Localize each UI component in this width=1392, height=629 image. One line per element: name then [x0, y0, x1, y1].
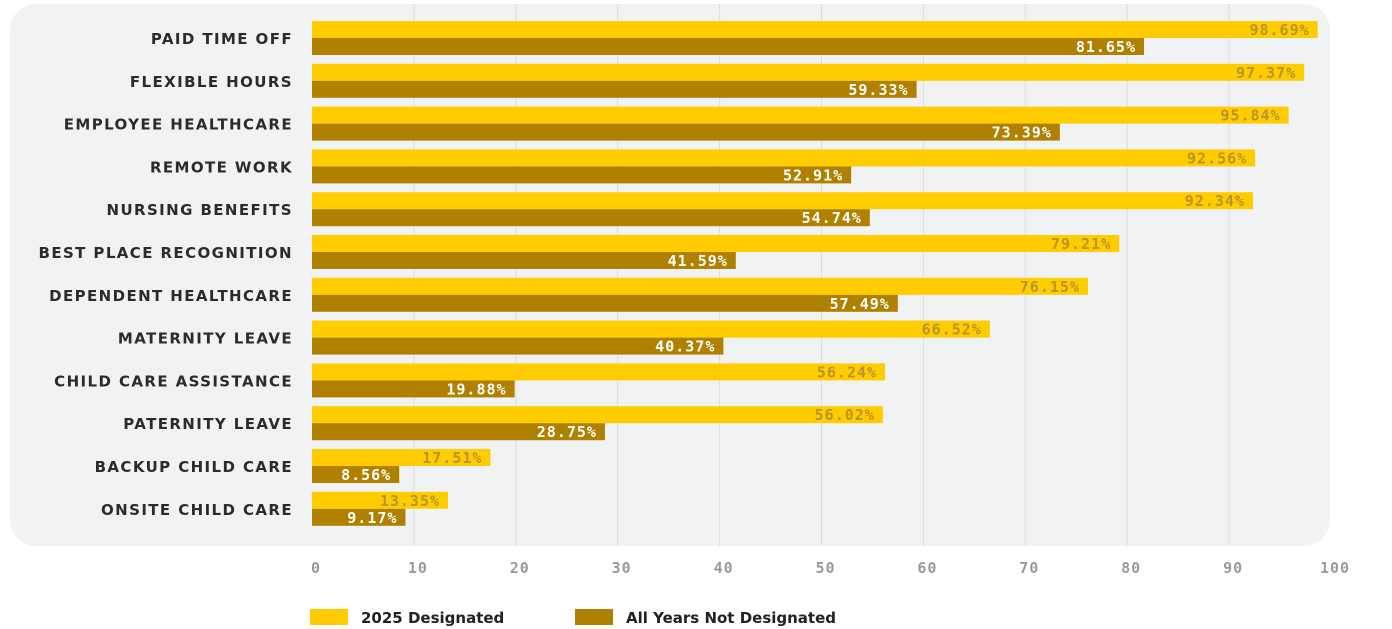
bar-2025-designated [312, 235, 1120, 252]
bar-all-years-not-designated [312, 166, 852, 184]
x-tick-label: 0 [311, 559, 321, 577]
category-labels: PAID TIME OFF FLEXIBLE HOURS EMPLOYEE HEAL… [39, 30, 294, 519]
x-tick-label: 60 [917, 559, 937, 577]
bar-all-years-not-designated [312, 380, 515, 398]
bar-all-years-not-designated [312, 294, 898, 312]
category-label: CHILD CARE ASSISTANCE [54, 372, 293, 390]
category-label: FLEXIBLE HOURS [130, 73, 293, 91]
bar-2025-designated [312, 277, 1088, 295]
data-label: 56.02% [815, 406, 875, 424]
category-label: ONSITE CHILD CARE [101, 501, 293, 519]
data-label: 76.15% [1020, 278, 1080, 296]
bar-2025-designated [312, 320, 990, 338]
bar-2025-designated [312, 406, 883, 424]
data-label: 79.21% [1051, 235, 1111, 253]
legend-swatch-all-years-not-designated [575, 609, 613, 625]
x-tick-label: 40 [714, 559, 734, 577]
gridlines [413, 4, 1230, 546]
category-label: BEST PLACE RECOGNITION [39, 244, 294, 262]
data-label: 97.37% [1236, 64, 1296, 82]
category-label: EMPLOYEE HEALTHCARE [64, 116, 293, 134]
bar-all-years-not-designated [312, 337, 724, 355]
bar-2025-designated [312, 149, 1256, 167]
bar-2025-designated [312, 449, 491, 466]
value-labels: 98.69% 81.65% 97.37% 59.33% 95.84% 73.39% 92.5… [341, 21, 1309, 527]
data-label: 73.39% [992, 124, 1052, 142]
data-label: 17.51% [422, 449, 482, 467]
data-label: 19.88% [446, 380, 506, 398]
bar-all-years-not-designated [312, 80, 917, 98]
bar-all-years-not-designated [312, 209, 870, 227]
bar-all-years-not-designated [312, 423, 605, 441]
data-label: 52.91% [783, 166, 843, 184]
x-tick-label: 20 [510, 559, 530, 577]
category-label: DEPENDENT HEALTHCARE [49, 287, 293, 305]
x-tick-label: 70 [1019, 559, 1039, 577]
x-tick-label: 30 [612, 559, 632, 577]
x-tick-label: 100 [1320, 559, 1350, 577]
data-label: 41.59% [668, 252, 728, 270]
bar-2025-designated [312, 63, 1305, 81]
data-label: 92.34% [1185, 192, 1245, 210]
data-label: 59.33% [848, 81, 908, 99]
legend: 2025 Designated All Years Not Designated [310, 609, 836, 627]
category-label: BACKUP CHILD CARE [95, 458, 293, 476]
data-label: 92.56% [1187, 149, 1247, 167]
x-tick-label: 80 [1121, 559, 1141, 577]
data-label: 13.35% [380, 492, 440, 510]
bar-2025-designated [312, 491, 449, 509]
data-label: 66.52% [922, 321, 982, 339]
x-axis-ticks: 0 10 20 30 40 50 60 70 80 90 100 [311, 559, 1350, 577]
category-label: REMOTE WORK [150, 158, 293, 176]
category-label: PAID TIME OFF [151, 30, 293, 48]
category-label: MATERNITY LEAVE [118, 330, 293, 348]
x-tick-label: 10 [408, 559, 428, 577]
bar-2025-designated [312, 106, 1289, 124]
data-label: 56.24% [817, 363, 877, 381]
data-label: 8.56% [341, 466, 391, 484]
x-tick-label: 90 [1223, 559, 1243, 577]
bars [312, 21, 1318, 526]
bar-2025-designated [312, 21, 1318, 38]
data-label: 81.65% [1076, 38, 1136, 56]
data-label: 54.74% [802, 209, 862, 227]
data-label: 98.69% [1249, 21, 1309, 39]
bar-2025-designated [312, 363, 886, 381]
bar-all-years-not-designated [312, 252, 736, 269]
category-label: PATERNITY LEAVE [123, 415, 293, 433]
legend-label-2025-designated: 2025 Designated [361, 609, 504, 627]
data-label: 9.17% [347, 509, 397, 527]
legend-label-all-years-not-designated: All Years Not Designated [626, 609, 836, 627]
bar-all-years-not-designated [312, 123, 1060, 141]
bar-all-years-not-designated [312, 466, 400, 483]
x-tick-label: 50 [815, 559, 835, 577]
data-label: 28.75% [537, 423, 597, 441]
category-label: NURSING BENEFITS [107, 201, 294, 219]
legend-swatch-2025-designated [310, 609, 348, 625]
data-label: 40.37% [655, 338, 715, 356]
data-label: 95.84% [1220, 107, 1280, 125]
bar-all-years-not-designated [312, 38, 1145, 55]
bar-2025-designated [312, 192, 1253, 210]
bar-all-years-not-designated [312, 508, 406, 526]
data-label: 57.49% [830, 295, 890, 313]
